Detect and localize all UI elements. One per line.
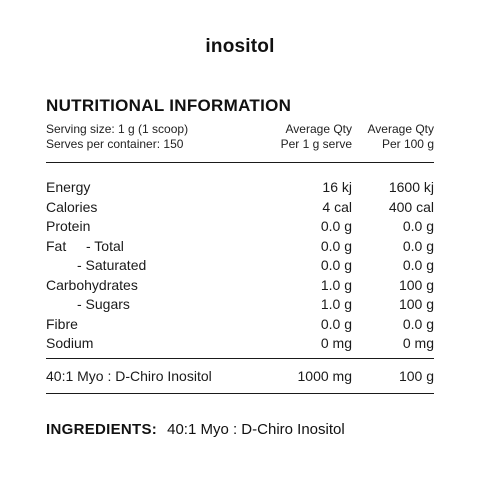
nutrient-label: - Sugars [77,296,130,312]
nutrient-row-saturated: - Saturated 0.0 g 0.0 g [46,256,434,276]
nutrient-per-serve: 0 mg [320,335,352,351]
nutrient-label: Energy [46,179,91,195]
header-row-1: Serving size: 1 g (1 scoop) Average Qty … [46,122,434,137]
ingredients-line: INGREDIENTS: 40:1 Myo : D-Chiro Inositol [46,421,345,438]
nutrient-per-serve: 0.0 g [320,218,352,234]
nutrient-per-100g: 0.0 g [402,218,434,234]
col-serve-heading-1: Average Qty [285,122,352,136]
panel-heading: NUTRITIONAL INFORMATION [46,96,292,115]
panel-header: Serving size: 1 g (1 scoop) Average Qty … [46,122,434,152]
nutrition-panel: NUTRITIONAL INFORMATION Serving size: 1 … [46,94,434,394]
ingredients-label: INGREDIENTS: [46,421,158,438]
nutrient-per-serve: 16 kj [322,179,352,195]
nutrient-per-serve: 0.0 g [320,315,352,332]
nutrient-per-serve: 1.0 g [320,276,352,293]
nutrient-per-100g: 100 g [398,296,434,312]
active-label: 40:1 Myo : D-Chiro Inositol [46,367,212,384]
nutrient-label: Protein [46,218,91,234]
nutrient-per-100g: 400 cal [388,198,434,215]
nutrient-label: Sodium [46,335,94,351]
nutrient-row-carbohydrates: Carbohydrates 1.0 g 100 g [46,276,434,296]
serving-size: Serving size: 1 g (1 scoop) [46,122,189,136]
product-title: inositol [205,36,275,57]
nutrient-label: Carbohydrates [46,276,138,293]
nutrient-row-fat-total: Fat - Total 0.0 g 0.0 g [46,237,434,257]
nutrient-per-100g: 100 g [398,276,434,293]
nutrient-row-energy: Energy 16 kj 1600 kj [46,178,434,198]
nutrient-table: Energy 16 kj 1600 kj Calories 4 cal 400 … [46,178,434,354]
nutrient-per-100g: 0.0 g [402,257,434,273]
nutrient-row-sodium: Sodium 0 mg 0 mg [46,334,434,354]
active-ingredient-row: 40:1 Myo : D-Chiro Inositol 1000 mg 100 … [46,366,434,386]
nutrient-per-100g: 0 mg [402,335,434,351]
nutrient-row-sugars: - Sugars 1.0 g 100 g [46,295,434,315]
nutrient-per-100g: 0.0 g [402,237,434,254]
divider [46,392,434,394]
col-100g-heading-2: Per 100 g [381,137,434,151]
col-serve-heading-2: Per 1 g serve [280,137,352,151]
nutrient-per-100g: 0.0 g [402,315,434,332]
header-row-2: Serves per container: 150 Per 1 g serve … [46,137,434,152]
nutrient-row-calories: Calories 4 cal 400 cal [46,198,434,218]
nutrient-per-serve: 0.0 g [320,237,352,254]
nutrient-per-serve: 4 cal [322,198,352,215]
ingredients-text: 40:1 Myo : D-Chiro Inositol [167,421,345,438]
col-100g-heading-1: Average Qty [367,122,434,136]
active-per-100g: 100 g [398,367,434,384]
nutrient-label-prefix: Fat [46,237,67,254]
nutrient-label: - Saturated [77,257,147,273]
nutrient-per-serve: 0.0 g [320,257,352,273]
nutrient-label-group: Fat - Total [46,237,256,257]
divider [46,357,434,359]
divider [46,162,434,163]
nutrient-label: Fibre [46,315,78,332]
nutrient-label: Calories [46,198,98,215]
active-ingredient-table: 40:1 Myo : D-Chiro Inositol 1000 mg 100 … [46,366,434,386]
nutrient-per-serve: 1.0 g [320,296,352,312]
nutrient-row-fibre: Fibre 0.0 g 0.0 g [46,315,434,335]
active-per-serve: 1000 mg [297,367,352,384]
nutrient-row-protein: Protein 0.0 g 0.0 g [46,217,434,237]
serves-per-container: Serves per container: 150 [46,137,184,151]
nutrient-label: - Total [86,237,124,254]
nutrient-per-100g: 1600 kj [388,179,434,195]
